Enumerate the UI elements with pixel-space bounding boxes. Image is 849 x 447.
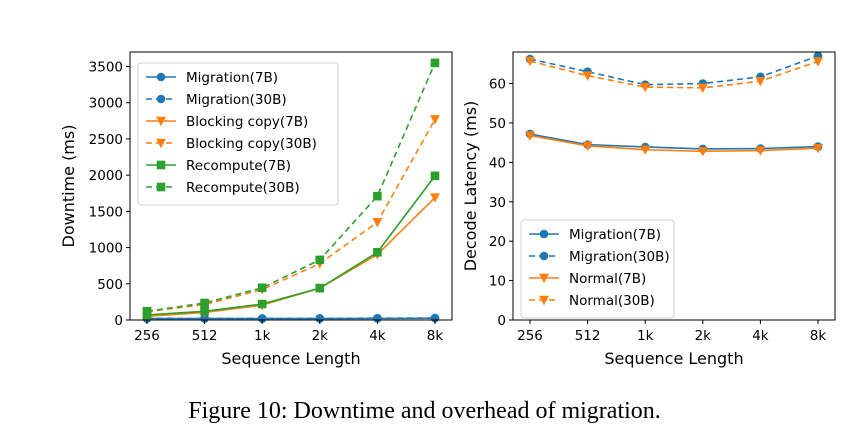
y-tick-label-1-3: 30 bbox=[489, 195, 506, 211]
y-tick-label-0-1: 500 bbox=[97, 277, 123, 293]
legend-marker-0-4 bbox=[156, 160, 166, 170]
downtime-chart: 256 512 1k 2k 4k 8k 0 500 1000 1500 2000 2500 3000 35… bbox=[59, 51, 453, 368]
legend-label-1-1: Migration(30B) bbox=[569, 249, 670, 265]
data-point-0-4-1 bbox=[200, 307, 209, 316]
legend-1: Migration(7B) Migration(30B) Normal(7B) Nor… bbox=[520, 219, 675, 319]
data-point-0-5-5 bbox=[430, 58, 440, 68]
y-tick-label-1-4: 40 bbox=[489, 155, 506, 171]
series-line-0-4 bbox=[146, 175, 436, 316]
legend-marker-0-1 bbox=[156, 94, 166, 104]
legend-label-1-3: Normal(30B) bbox=[569, 293, 655, 309]
data-point-0-2-5 bbox=[430, 193, 440, 203]
y-tick-label-0-3: 1500 bbox=[89, 204, 123, 220]
x-tick-label-0-3: 2k bbox=[312, 328, 329, 344]
data-point-1-2-4 bbox=[755, 146, 766, 156]
data-point-0-5-2 bbox=[257, 283, 267, 293]
legend-label-0-3: Blocking copy(30B) bbox=[186, 136, 317, 152]
data-point-0-4-4 bbox=[373, 247, 382, 257]
x-tick-label-0-4: 4k bbox=[369, 328, 386, 344]
series-line-1-3 bbox=[529, 60, 819, 89]
legend-marker-0-5 bbox=[156, 182, 166, 192]
y-tick-label-0-0: 0 bbox=[114, 313, 123, 329]
y-axis-label-1: Decode Latency (ms) bbox=[461, 101, 480, 272]
x-tick-label-1-2: 1k bbox=[637, 328, 654, 344]
series-line-1-2 bbox=[529, 134, 819, 153]
legend-0: Migration(7B) Migration(30B) Blocking copy… bbox=[137, 62, 339, 206]
x-tick-label-0-0: 256 bbox=[134, 328, 160, 344]
legend-marker-0-2 bbox=[156, 116, 166, 127]
x-tick-label-1-1: 512 bbox=[575, 328, 601, 344]
y-tick-label-1-1: 10 bbox=[489, 274, 506, 290]
data-point-1-2-2 bbox=[640, 145, 651, 155]
series-line-1-1 bbox=[529, 55, 819, 86]
legend-box-0 bbox=[137, 62, 339, 206]
data-point-0-5-4 bbox=[373, 191, 382, 201]
legend-marker-1-2 bbox=[539, 273, 549, 284]
legend-marker-1-0 bbox=[539, 229, 549, 239]
series-line-1-0 bbox=[529, 133, 819, 150]
figure-caption: Figure 10: Downtime and overhead of migr… bbox=[188, 398, 661, 424]
data-point-1-3-3 bbox=[697, 83, 708, 94]
x-axis-label-0: Sequence Length bbox=[221, 349, 360, 368]
data-point-0-4-2 bbox=[257, 299, 267, 309]
data-point-1-2-5 bbox=[813, 143, 823, 154]
data-point-0-4-5 bbox=[430, 171, 440, 181]
data-point-0-5-1 bbox=[200, 298, 209, 308]
data-point-0-3-5 bbox=[430, 115, 440, 125]
legend-marker-0-0 bbox=[156, 72, 166, 82]
data-point-1-3-5 bbox=[813, 57, 823, 67]
y-tick-label-1-5: 50 bbox=[489, 116, 506, 132]
legend-label-1-0: Migration(7B) bbox=[569, 227, 661, 243]
data-point-0-1-2 bbox=[257, 314, 267, 323]
data-point-1-3-1 bbox=[582, 71, 593, 81]
x-tick-label-0-1: 512 bbox=[192, 328, 218, 344]
legend-label-0-0: Migration(7B) bbox=[186, 70, 278, 86]
y-tick-label-0-5: 2500 bbox=[89, 132, 123, 148]
data-point-1-3-4 bbox=[755, 76, 766, 87]
data-point-1-3-0 bbox=[525, 56, 535, 67]
data-point-1-3-2 bbox=[640, 82, 651, 93]
y-tick-label-1-2: 20 bbox=[489, 234, 506, 250]
figure: 256 512 1k 2k 4k 8k05001000150020002500300035… bbox=[59, 51, 836, 368]
legend-label-0-4: Recompute(7B) bbox=[186, 158, 291, 174]
data-point-0-3-4 bbox=[372, 218, 383, 228]
data-point-1-2-0 bbox=[525, 131, 535, 141]
data-point-0-5-0 bbox=[142, 307, 152, 316]
y-tick-label-0-7: 3500 bbox=[89, 59, 123, 75]
x-tick-label-1-3: 2k bbox=[695, 328, 712, 344]
y-tick-label-0-2: 1000 bbox=[89, 241, 123, 257]
x-tick-label-1-4: 4k bbox=[752, 328, 769, 344]
x-tick-label-1-5: 8k bbox=[810, 328, 827, 344]
legend-label-0-2: Blocking copy(7B) bbox=[186, 114, 308, 130]
axes-frame-0 bbox=[129, 51, 453, 321]
axes-frame-1 bbox=[512, 51, 836, 321]
data-point-1-2-1 bbox=[582, 141, 593, 151]
data-point-0-1-1 bbox=[200, 314, 209, 323]
x-tick-label-0-5: 8k bbox=[427, 328, 444, 344]
legend-label-0-1: Migration(30B) bbox=[186, 92, 287, 108]
y-tick-label-1-0: 0 bbox=[497, 313, 506, 329]
y-tick-label-1-6: 60 bbox=[489, 77, 506, 93]
legend-label-0-5: Recompute(30B) bbox=[186, 180, 300, 196]
legend-marker-1-3 bbox=[539, 295, 549, 306]
data-point-1-2-3 bbox=[697, 147, 708, 157]
y-tick-label-0-4: 2000 bbox=[89, 168, 123, 184]
series-line-0-3 bbox=[146, 118, 436, 313]
data-point-0-4-3 bbox=[315, 283, 325, 293]
legend-marker-0-3 bbox=[156, 138, 166, 149]
series-line-0-5 bbox=[146, 62, 436, 313]
legend-label-1-2: Normal(7B) bbox=[569, 271, 646, 287]
legend-marker-1-1 bbox=[539, 251, 549, 261]
y-tick-label-0-6: 3000 bbox=[89, 96, 123, 112]
series-line-0-2 bbox=[146, 197, 436, 318]
data-point-0-5-3 bbox=[315, 255, 325, 265]
decode-latency-chart: 256 512 1k 2k 4k 8k 0 10 20 30 40 50 60 Sequence Leng… bbox=[461, 51, 836, 368]
y-axis-label-0: Downtime (ms) bbox=[59, 125, 78, 248]
x-tick-label-0-2: 1k bbox=[254, 328, 271, 344]
legend-box-1 bbox=[520, 219, 675, 319]
x-axis-label-1: Sequence Length bbox=[604, 349, 743, 368]
x-tick-label-1-0: 256 bbox=[517, 328, 543, 344]
